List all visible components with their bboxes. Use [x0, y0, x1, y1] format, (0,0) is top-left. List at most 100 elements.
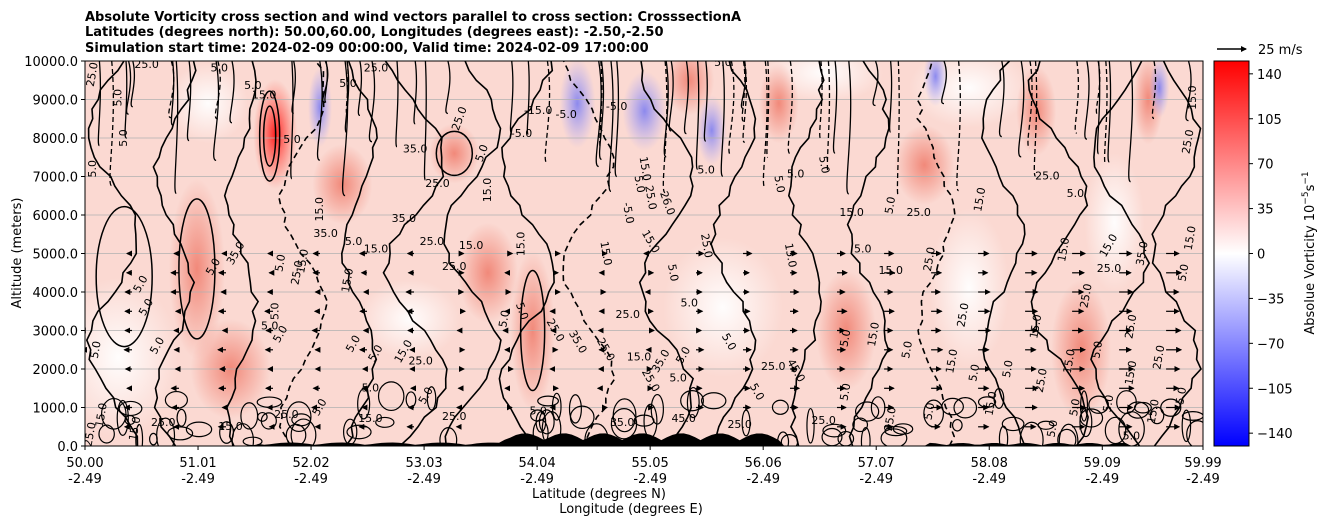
contour-loop [1160, 398, 1182, 417]
x-tick-label-lon: -2.49 [972, 472, 1006, 487]
contour-label: 5.0 [268, 303, 281, 321]
contour-label: 25.0 [727, 418, 752, 431]
contour-label: 5.0 [787, 168, 805, 181]
contour-line [125, 61, 132, 115]
contour-line [1084, 61, 1090, 140]
contour-label: 15.0 [1145, 398, 1162, 424]
contour-loop [257, 411, 268, 422]
contour-label: 5.0 [921, 402, 937, 421]
contour-loop [262, 105, 277, 167]
contour-loop [116, 399, 129, 436]
contour-label: 15.0 [339, 267, 356, 293]
contour-line [1185, 61, 1192, 122]
contour-loop [1079, 408, 1104, 428]
x-tick-label-lat: 57.07 [858, 456, 895, 471]
contour-label: 5.0 [665, 263, 681, 282]
contour-label: 25.0 [811, 414, 836, 427]
colorbar-label-unit: s [1303, 184, 1318, 191]
contour-line [186, 61, 192, 142]
x-axis: 50.00-2.4951.01-2.4952.02-2.4953.03-2.49… [66, 446, 1222, 487]
contour-line [152, 61, 197, 446]
contour-line [832, 61, 838, 154]
title-line-2: Latitudes (degrees north): 50.00,60.00, … [85, 25, 664, 40]
contour-line [941, 61, 947, 105]
vorticity-low-region [929, 208, 1010, 369]
x-tick-label-lon: -2.49 [294, 472, 328, 487]
contour-line [598, 61, 605, 161]
x-tick-label-lat: 59.09 [1084, 456, 1121, 471]
plot-area: 25.0 25.0 5.015.05.0 5.025.05.05.05.05.035.… [84, 58, 1203, 446]
contour-loop [953, 397, 978, 419]
contour-line [663, 61, 669, 158]
contour-loop [439, 427, 458, 446]
contour-label: 5.0 [1123, 429, 1141, 442]
y-tick-label: 4000.0 [33, 286, 79, 301]
contour-line [562, 61, 616, 446]
contour-label: 15.0 [1122, 360, 1139, 386]
contour-line [316, 61, 323, 161]
contour-loop [1181, 411, 1203, 421]
contour-label: 5.0 [1000, 359, 1016, 378]
x-axis-label-latitude: Latitude (degrees N) [532, 487, 666, 502]
contour-label: 15.0 [839, 206, 864, 219]
x-axis-label-longitude: Longitude (degrees E) [559, 502, 703, 517]
contour-label: -5.0 [606, 100, 627, 113]
contour-loop [185, 421, 213, 438]
contour-loop [124, 414, 136, 426]
contour-loop [148, 432, 158, 446]
contour-label: 5.0 [771, 174, 787, 193]
contour-label: 5.0 [339, 77, 357, 90]
contour-line [1018, 61, 1025, 158]
colorbar-tick-label: 0 [1257, 248, 1265, 263]
contour-label: 5.0 [1067, 398, 1083, 417]
contour-label: 25.0 [134, 58, 159, 71]
contour-loop [1181, 409, 1192, 443]
contour-label: 25.0 [1035, 170, 1060, 183]
contour-label: 5.0 [854, 243, 872, 256]
contour-loop [535, 411, 547, 433]
contour-line [223, 61, 260, 446]
colorbar-tick-label: −35 [1257, 292, 1284, 307]
colorbar-label: Absolue Vorticity 10−5s−1 [1301, 171, 1318, 334]
colorbar-ticks: 140 105 70 35 0 −35 −70 −105 −140 [1249, 68, 1293, 442]
contour-label: 5.0 [816, 155, 832, 174]
contour-loop [375, 416, 395, 428]
contour-loop [519, 269, 546, 392]
contour-label: 15.0 [93, 402, 110, 428]
contour-line [109, 61, 114, 187]
contour-line [762, 61, 768, 189]
x-tick-label-lon: -2.49 [68, 472, 102, 487]
contour-label: 25.0 [84, 61, 101, 87]
contour-label: 25.0 [1122, 313, 1139, 339]
contour-line [130, 61, 136, 108]
contour-line [1107, 61, 1112, 163]
contour-label: 5.0 [513, 301, 531, 322]
contour-loop [1019, 421, 1044, 446]
x-tick-label-lon: -2.49 [1085, 472, 1119, 487]
contour-label: 25.0 [882, 406, 899, 432]
contour-label: 5.0 [1173, 386, 1189, 405]
contour-loop [951, 418, 963, 432]
x-tick-label-lon: -2.49 [407, 472, 441, 487]
contour-loop [1057, 428, 1077, 446]
colorbar-tick-label: −105 [1257, 382, 1293, 397]
contour-line [695, 61, 700, 170]
contour-label: 5.0 [838, 328, 854, 347]
contour-label: 15.0 [313, 197, 326, 222]
contour-label: 5.0 [244, 79, 262, 92]
contour-line [896, 61, 900, 197]
y-tick-label: 2000.0 [33, 363, 79, 378]
contour-label: 5.0 [272, 253, 288, 272]
contour-label: 15.0 [1055, 236, 1072, 262]
contour-label: 5.0 [669, 372, 687, 385]
contour-label: 5.0 [345, 235, 363, 248]
contour-label: 25.0 [616, 308, 641, 321]
contour-line [1151, 61, 1202, 446]
contour-label: 15.0 [1186, 85, 1199, 110]
contour-line [277, 61, 329, 446]
contour-label: 25.0 [408, 354, 433, 367]
contour-loop [100, 397, 127, 430]
vorticity-low-region [662, 237, 783, 378]
vorticity-high-region [894, 124, 955, 205]
y-tick-label: 0.0 [57, 440, 78, 455]
